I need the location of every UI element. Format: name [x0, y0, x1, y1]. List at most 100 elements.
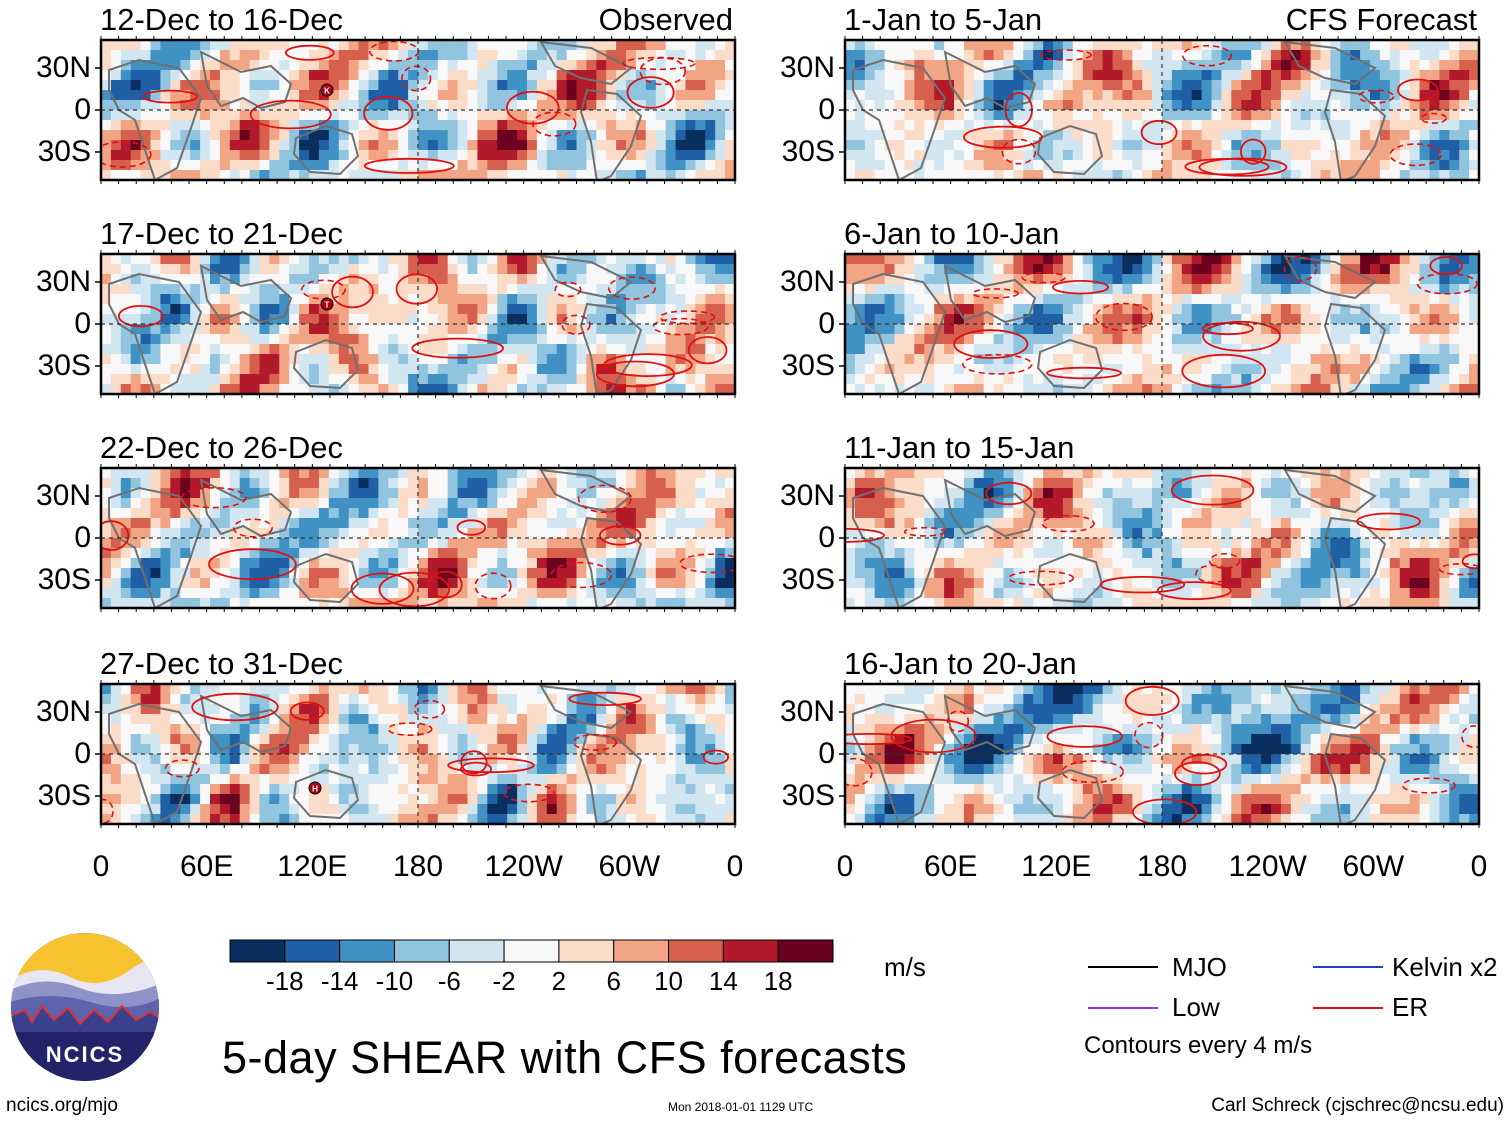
australia-coast [292, 768, 360, 820]
colorbar-swatch [777, 939, 834, 963]
asia-coast [199, 478, 293, 538]
australia-coast [1036, 768, 1104, 820]
colorbar-units: m/s [884, 952, 926, 982]
lat-label: 30N [779, 695, 835, 728]
africa-coast [852, 486, 947, 608]
panel-title-1: 12-Dec to 16-Dec [100, 2, 343, 37]
north-america-coast [539, 684, 633, 730]
shear-panel-3: T [101, 254, 735, 394]
lat-label: 0 [74, 737, 91, 770]
panel-tag-1: Observed [598, 2, 733, 37]
north-america-coast [1283, 40, 1377, 86]
legend-label-kelvin-x2: Kelvin x2 [1392, 952, 1498, 982]
lat-label: 0 [818, 93, 835, 126]
lon-label: 0 [1470, 850, 1488, 883]
logo-text: NCICS [46, 1042, 124, 1067]
panel-title-7: 27-Dec to 31-Dec [100, 646, 343, 681]
lat-label: 0 [74, 307, 91, 340]
footer-timestamp: Mon 2018-01-01 1129 UTC [668, 1100, 814, 1114]
shear-panel-5 [101, 468, 735, 608]
north-america-coast [1283, 468, 1377, 514]
figure-title: 5-day SHEAR with CFS forecasts [222, 1032, 908, 1083]
colorbar [229, 939, 834, 963]
lat-label: 0 [818, 737, 835, 770]
shear-panel-8 [845, 684, 1479, 824]
colorbar-tick-label: -10 [375, 966, 414, 996]
shear-panel-6 [845, 468, 1479, 608]
colorbar-swatch [339, 939, 395, 963]
panel-title-2: 1-Jan to 5-Jan [844, 2, 1043, 37]
south-america-coast [1323, 732, 1387, 824]
lat-label: 0 [74, 93, 91, 126]
storm-marker: H [308, 781, 322, 795]
colorbar-swatch [448, 939, 505, 963]
australia-coast [292, 338, 360, 390]
storm-marker: T [320, 297, 334, 311]
south-america-coast [1323, 516, 1387, 608]
legend-line-low [1088, 1007, 1158, 1009]
lat-label: 30S [37, 349, 91, 382]
lon-label: 120E [1021, 850, 1092, 883]
south-america-coast [579, 516, 643, 608]
legend-label-er: ER [1392, 992, 1429, 1022]
north-america-coast [539, 254, 633, 300]
south-america-coast [579, 732, 643, 824]
colorbar-tick-label: -14 [320, 966, 359, 996]
north-america-coast [1283, 684, 1377, 730]
shear-panel-1: K [101, 40, 735, 180]
africa-coast [852, 272, 947, 394]
lon-label: 180 [392, 850, 444, 883]
lon-label: 60E [923, 850, 978, 883]
colorbar-swatch [393, 939, 450, 963]
australia-coast [292, 552, 360, 604]
storm-marker-label: T [325, 301, 330, 310]
asia-coast [943, 478, 1037, 538]
legend-line-er [1313, 1007, 1383, 1009]
lat-label: 30N [35, 479, 91, 512]
lat-label: 30S [781, 779, 835, 812]
lon-label: 0 [836, 850, 854, 883]
lat-label: 30N [779, 265, 835, 298]
lat-label: 30S [781, 349, 835, 382]
colorbar-swatch [722, 939, 779, 963]
africa-coast [108, 58, 203, 180]
storm-marker-label: K [324, 87, 330, 96]
colorbar-tick-label: 14 [708, 966, 738, 996]
storm-marker: K [320, 83, 334, 97]
lon-label: 0 [92, 850, 110, 883]
lon-label: 180 [1136, 850, 1188, 883]
asia-coast [943, 264, 1037, 324]
lat-label: 30N [779, 479, 835, 512]
asia-coast [199, 50, 293, 110]
asia-coast [943, 50, 1037, 110]
lat-label: 30S [37, 779, 91, 812]
australia-coast [292, 124, 360, 176]
shear-panel-4 [845, 254, 1479, 394]
north-america-coast [539, 40, 633, 86]
colorbar-tick-label: 6 [606, 966, 621, 996]
lon-label: 60E [179, 850, 234, 883]
panel-title-4: 6-Jan to 10-Jan [844, 216, 1060, 251]
contour-interval-note: Contours every 4 m/s [1084, 1032, 1313, 1059]
lat-label: 30N [35, 695, 91, 728]
panel-title-8: 16-Jan to 20-Jan [844, 646, 1077, 681]
colorbar-tick-label: -2 [492, 966, 516, 996]
lat-label: 30N [35, 51, 91, 84]
colorbar-swatch [229, 939, 286, 963]
lat-label: 30N [779, 51, 835, 84]
lon-label: 120W [484, 850, 563, 883]
asia-coast [943, 694, 1037, 754]
colorbar-swatch [613, 939, 670, 963]
panel-title-5: 22-Dec to 26-Dec [100, 430, 343, 465]
colorbar-tick-label: 2 [551, 966, 567, 996]
legend-label-low: Low [1172, 992, 1220, 1022]
storm-marker-label: H [312, 785, 318, 794]
lat-label: 0 [818, 521, 835, 554]
lon-label: 60W [1342, 850, 1405, 883]
lon-label: 60W [598, 850, 661, 883]
africa-coast [108, 486, 203, 608]
lon-label: 0 [726, 850, 744, 883]
shear-panel-7: H [101, 684, 735, 824]
colorbar-tick-label: -6 [437, 966, 461, 996]
